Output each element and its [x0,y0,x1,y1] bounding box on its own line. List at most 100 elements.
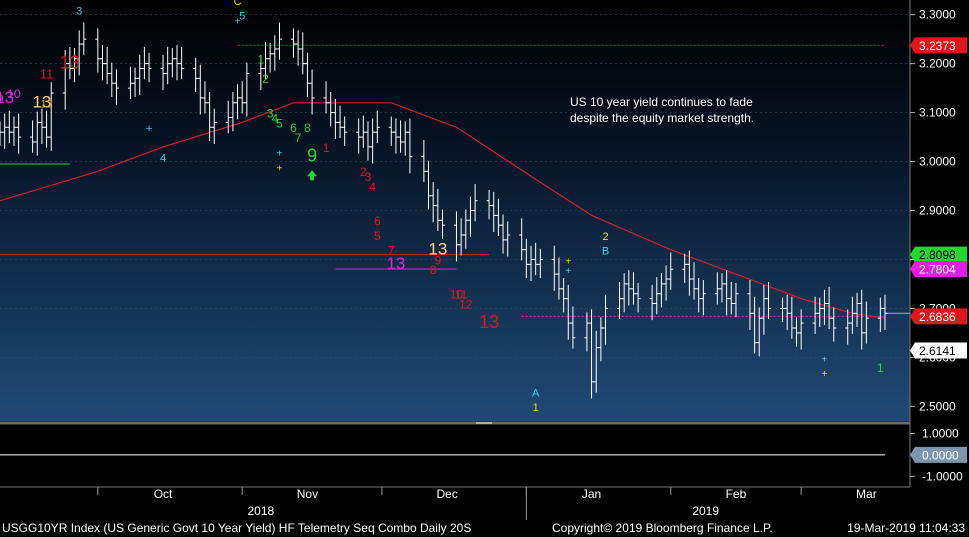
ohlc-bar [30,120,36,153]
ohlc-bar [193,57,199,93]
ohlc-bar [239,81,245,114]
ohlc-bar [374,110,380,143]
ohlc-bar [859,289,865,350]
ohlc-bar [691,262,697,300]
buy-arrow-icon [307,170,318,181]
price-tag [910,342,967,359]
ohlc-bar [458,218,464,256]
sequence-count-label: 13 [428,240,447,259]
sequence-count-label: 3 [76,6,82,18]
ohlc-bar [267,43,273,73]
price-tag-label: 2.8098 [919,248,956,262]
ohlc-bar [845,309,851,345]
price-axis-label: 3.1000 [919,106,956,120]
ohlc-bar [109,62,115,97]
sequence-count-label: + [822,354,828,365]
ohlc-bar [658,273,664,308]
ohlc-bar [127,66,133,99]
ohlc-bar [598,317,604,362]
ohlc-bar [81,22,87,55]
ohlc-bar [551,245,557,291]
ohlc-bar [849,296,855,334]
ohlc-bar [304,52,310,97]
sequence-count-label: 1 [533,402,539,414]
ohlc-bar [244,62,250,117]
moving-average-line [0,102,886,319]
ohlc-bar [276,22,282,60]
ohlc-bar [584,312,590,352]
price-tag-label: 2.7804 [919,263,956,277]
ohlc-bar [309,69,315,115]
sequence-count-label: + [235,16,241,27]
ohlc-bar [207,92,213,141]
ohlc-bar [565,284,571,340]
ohlc-bar [104,46,110,85]
month-label: Oct [154,487,173,501]
ohlc-bar [169,47,175,78]
ohlc-bar [44,110,50,148]
ohlc-bar [430,182,436,223]
ohlc-bar [11,116,17,146]
ohlc-bar [663,265,669,301]
sequence-count-label: 13 [60,53,80,73]
ohlc-bar [714,272,720,305]
ohlc-bar [789,296,795,339]
ohlc-bar [174,45,180,81]
oscillator-axis-label: 1.0000 [922,427,959,441]
ohlc-bar [519,218,525,261]
ohlc-bar [328,92,334,127]
ohlc-bar [235,84,241,120]
ohlc-bar [132,67,138,97]
sequence-count-label: 7 [388,244,395,258]
ohlc-bar [556,257,562,300]
ohlc-bar [272,35,278,71]
month-label: Feb [726,487,747,501]
ohlc-bar [882,294,888,330]
sequence-count-label: 6 [374,214,381,228]
ohlc-bar [211,108,217,144]
ohlc-bar [728,281,734,315]
sequence-count-label: 2 [262,72,269,86]
ohlc-bar [491,191,497,233]
ohlc-bar [360,115,366,148]
ohlc-bar [780,297,786,323]
sequence-count-label: + [565,256,571,267]
ohlc-bar [635,282,641,313]
ohlc-bar [682,253,688,283]
sequence-count-label: 4 [369,180,376,194]
sequence-count-label: 12 [40,99,52,111]
ohlc-bar [398,120,404,153]
sequence-count-label: 4 [271,111,278,125]
ohlc-bar [533,242,539,276]
sequence-count-label: + [277,163,283,174]
ohlc-bar [561,278,567,313]
price-tag [910,308,967,325]
footer-copyright: Copyright© 2019 Bloomberg Finance L.P. [552,521,773,535]
sequence-count-label: 4 [160,153,166,165]
ohlc-bar [798,309,804,350]
sequence-count-label: 11 [40,66,54,81]
month-label: Mar [856,487,877,501]
ohlc-bar [817,297,823,328]
ohlc-bar [453,211,459,262]
price-tag [910,246,967,263]
sequence-count-label: 10 [7,87,21,101]
price-axis-label: 3.0000 [919,155,956,169]
ohlc-bar [388,116,394,146]
ohlc-bar [649,284,655,321]
ohlc-bar [295,30,301,66]
ohlc-bar [733,282,739,318]
sequence-count-label: 3 [365,170,372,184]
sequence-count-label: + [146,123,152,135]
ohlc-bar [16,113,22,154]
ohlc-bar [426,160,432,210]
sequence-count-label: + [277,149,283,160]
sequence-count-label: 2 [360,165,367,179]
ohlc-bar [784,294,790,330]
ohlc-bar [230,92,236,132]
ohlc-bar [472,184,478,222]
ohlc-bar [467,196,473,237]
ohlc-bar [263,42,268,80]
sequence-count-label: 13 [0,88,14,107]
